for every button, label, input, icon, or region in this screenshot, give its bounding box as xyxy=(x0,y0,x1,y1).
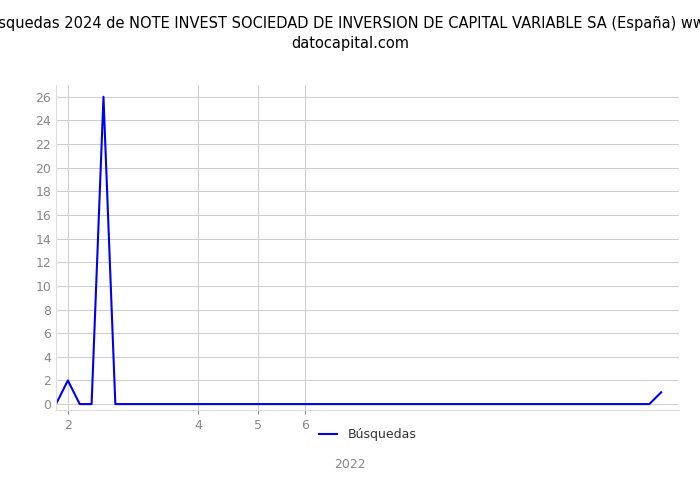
Búsquedas xyxy=(99,94,108,100)
Búsquedas xyxy=(52,401,60,407)
Búsquedas xyxy=(349,401,357,407)
Búsquedas xyxy=(657,390,666,396)
Búsquedas xyxy=(455,401,463,407)
Text: 2022: 2022 xyxy=(334,458,366,471)
Búsquedas xyxy=(622,401,630,407)
Búsquedas xyxy=(111,401,120,407)
Búsquedas xyxy=(277,401,286,407)
Line: Búsquedas: Búsquedas xyxy=(56,97,662,404)
Legend: Búsquedas: Búsquedas xyxy=(314,423,421,446)
Búsquedas xyxy=(431,401,440,407)
Text: Búsquedas 2024 de NOTE INVEST SOCIEDAD DE INVERSION DE CAPITAL VARIABLE SA (Espa: Búsquedas 2024 de NOTE INVEST SOCIEDAD D… xyxy=(0,15,700,51)
